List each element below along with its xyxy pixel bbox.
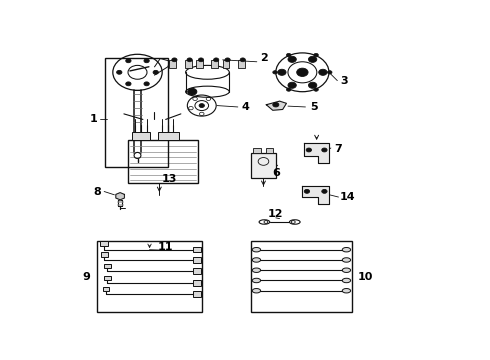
Circle shape [214, 58, 219, 62]
Ellipse shape [252, 268, 261, 273]
Text: 3: 3 [341, 76, 348, 86]
Bar [105, 58, 168, 167]
Circle shape [287, 88, 291, 91]
Circle shape [322, 189, 327, 193]
Bar [98, 242, 202, 312]
Bar [193, 257, 201, 263]
Text: 12: 12 [268, 209, 284, 219]
Circle shape [287, 53, 291, 57]
Circle shape [297, 68, 308, 76]
Text: 11: 11 [158, 242, 173, 252]
Bar [193, 280, 201, 286]
Text: 5: 5 [310, 102, 318, 112]
Circle shape [225, 58, 230, 62]
Circle shape [288, 56, 296, 62]
Bar [170, 60, 176, 68]
Bar [128, 140, 198, 183]
Polygon shape [304, 143, 329, 163]
Bar [102, 287, 109, 291]
Bar [131, 132, 150, 140]
Ellipse shape [342, 268, 351, 273]
Circle shape [309, 82, 317, 88]
Bar [104, 264, 111, 268]
Circle shape [188, 89, 197, 95]
Ellipse shape [252, 288, 261, 293]
Circle shape [199, 104, 204, 108]
Circle shape [327, 71, 332, 74]
Circle shape [144, 82, 149, 86]
Bar [193, 291, 201, 297]
Text: 2: 2 [261, 53, 269, 63]
Text: 1: 1 [90, 114, 98, 125]
Circle shape [322, 148, 327, 152]
Bar [238, 60, 245, 68]
Circle shape [187, 58, 192, 62]
Ellipse shape [342, 278, 351, 283]
Ellipse shape [252, 278, 261, 283]
Circle shape [309, 56, 317, 62]
Circle shape [240, 58, 245, 62]
Circle shape [273, 103, 279, 107]
Circle shape [314, 53, 318, 57]
Bar [100, 241, 108, 246]
Circle shape [273, 71, 277, 74]
Circle shape [318, 69, 327, 75]
Bar [253, 148, 261, 153]
Bar [251, 242, 352, 312]
Circle shape [153, 70, 158, 74]
Bar [193, 268, 201, 274]
Bar [251, 153, 276, 177]
Bar [266, 148, 273, 153]
Text: 9: 9 [82, 273, 90, 283]
Bar [222, 60, 229, 68]
Circle shape [117, 70, 122, 74]
Text: 6: 6 [272, 168, 280, 179]
Ellipse shape [342, 288, 351, 293]
Text: 8: 8 [94, 186, 101, 197]
Ellipse shape [252, 258, 261, 262]
Bar [158, 132, 179, 140]
Text: 14: 14 [340, 192, 356, 202]
Ellipse shape [342, 247, 351, 252]
Polygon shape [302, 186, 329, 204]
Circle shape [126, 82, 131, 86]
Polygon shape [267, 101, 287, 110]
Circle shape [288, 82, 296, 88]
Bar [193, 247, 201, 252]
Bar [211, 60, 218, 68]
Text: 10: 10 [357, 273, 373, 283]
Bar [104, 276, 111, 280]
Circle shape [278, 69, 286, 75]
Text: 13: 13 [162, 174, 177, 184]
Ellipse shape [252, 247, 261, 252]
Circle shape [314, 88, 318, 91]
Circle shape [172, 58, 177, 62]
Ellipse shape [342, 258, 351, 262]
Circle shape [126, 59, 131, 63]
Circle shape [144, 59, 149, 63]
Text: 4: 4 [242, 102, 249, 112]
Bar [196, 60, 203, 68]
Circle shape [198, 58, 204, 62]
Text: 7: 7 [335, 144, 343, 153]
Bar [101, 252, 108, 257]
Circle shape [304, 189, 310, 193]
Circle shape [306, 148, 312, 152]
Polygon shape [116, 193, 124, 200]
Bar [185, 60, 192, 68]
